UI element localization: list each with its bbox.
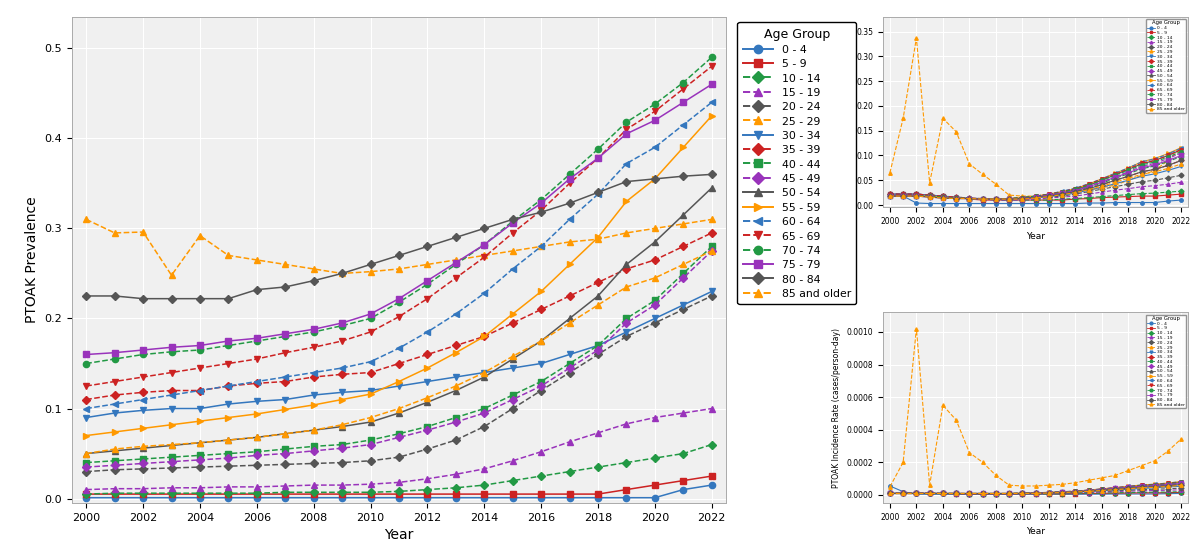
Legend: 0 - 4, 5 - 9, 10 - 14, 15 - 19, 20 - 24, 25 - 29, 30 - 34, 35 - 39, 40 - 44, 45 : 0 - 4, 5 - 9, 10 - 14, 15 - 19, 20 - 24,… xyxy=(737,22,857,304)
Legend: 0 - 4, 5 - 9, 10 - 14, 15 - 19, 20 - 24, 25 - 29, 30 - 34, 35 - 39, 40 - 44, 45 : 0 - 4, 5 - 9, 10 - 14, 15 - 19, 20 - 24,… xyxy=(1146,315,1186,408)
X-axis label: Year: Year xyxy=(1026,232,1045,241)
X-axis label: Year: Year xyxy=(1026,527,1045,537)
Y-axis label: PTOAK Incidence Proportion: PTOAK Incidence Proportion xyxy=(842,53,851,171)
X-axis label: Year: Year xyxy=(384,528,414,542)
Y-axis label: PTOAK Prevalence: PTOAK Prevalence xyxy=(25,197,38,323)
Y-axis label: PTOAK Incidence Rate (cases/person-day): PTOAK Incidence Rate (cases/person-day) xyxy=(833,328,841,488)
Legend: 0 - 4, 5 - 9, 10 - 14, 15 - 19, 20 - 24, 25 - 29, 30 - 34, 35 - 39, 40 - 44, 45 : 0 - 4, 5 - 9, 10 - 14, 15 - 19, 20 - 24,… xyxy=(1146,19,1186,113)
